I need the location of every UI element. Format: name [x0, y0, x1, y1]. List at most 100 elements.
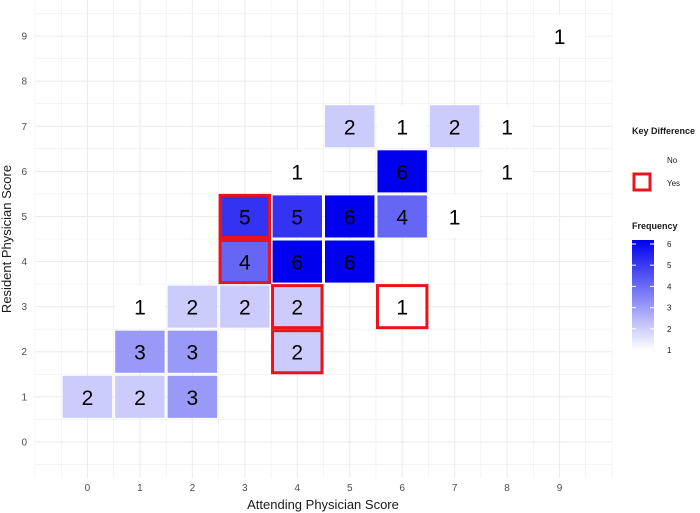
- heatmap-cell: [220, 240, 270, 283]
- cell-value-label: 1: [501, 161, 513, 184]
- x-tick-label: 2: [190, 483, 196, 494]
- legend-key-difference-title: Key Difference: [632, 126, 695, 136]
- x-tick-label: 4: [294, 483, 300, 494]
- key-difference-outline: [218, 239, 272, 285]
- heatmap-cell: [272, 330, 322, 373]
- legend-frequency-tick-label: 1: [667, 346, 672, 355]
- legend-frequency-tick-label: 3: [667, 304, 672, 313]
- heatmap-cell: [377, 150, 427, 193]
- cell-value-label: 2: [134, 387, 146, 410]
- key-difference-outline: [271, 329, 324, 375]
- legend-frequency-ticks: 1 2 3 4 5 6: [632, 240, 672, 355]
- heatmap-cell: [325, 195, 375, 238]
- heatmap-cell: [325, 105, 375, 148]
- cell-value-label: 2: [291, 342, 303, 365]
- y-tick-label: 1: [21, 392, 27, 403]
- heatmap-cell: [325, 240, 375, 283]
- heatmap-cell: [377, 105, 427, 148]
- legend-key-yes-label: Yes: [667, 179, 680, 188]
- cell-value-label: 2: [187, 297, 199, 320]
- y-tick-label: 2: [21, 347, 27, 358]
- cell-value-label: 3: [187, 387, 199, 410]
- x-tick-label: 6: [399, 483, 405, 494]
- cell-value-label: 1: [501, 116, 513, 139]
- heatmap-cell: [167, 285, 218, 328]
- x-tick-label: 8: [504, 483, 510, 494]
- y-tick-label: 3: [21, 302, 27, 313]
- heatmap-cell: [220, 285, 270, 328]
- x-tick-label: 7: [452, 483, 458, 494]
- y-axis-ticks: 0 1 2 3 4 5 6 7 8 9: [21, 32, 27, 449]
- heatmap-cell: [429, 195, 480, 238]
- cell-value-label: 1: [396, 116, 408, 139]
- heatmap-cell: [115, 330, 165, 373]
- cell-value-label: 4: [396, 206, 408, 229]
- heatmap-cell: [167, 330, 218, 373]
- key-difference-outlines: [218, 193, 429, 375]
- cell-value-label: 2: [291, 297, 303, 320]
- heatmap-cell: [377, 195, 427, 238]
- cell-value-label: 2: [449, 116, 461, 139]
- y-tick-label: 5: [21, 212, 27, 223]
- legend-frequency-colorbar: [632, 240, 654, 350]
- cell-value-label: 3: [134, 342, 146, 365]
- heatmap-cell: [167, 375, 218, 418]
- heatmap-cell: [272, 240, 322, 283]
- heatmap-cells: [62, 15, 585, 418]
- key-difference-outline: [218, 193, 272, 239]
- cell-value-label: 3: [187, 342, 199, 365]
- heatmap-cell: [115, 285, 165, 328]
- legend-key-no-swatch: [634, 152, 650, 168]
- heatmap-cell: [220, 195, 270, 238]
- cell-value-label: 6: [396, 161, 408, 184]
- y-tick-label: 6: [21, 167, 27, 178]
- cell-value-labels: 2 2 33 3 21 2 2 2 14 6 65 5 6 4 11 6 12 1 2 11: [82, 26, 566, 410]
- heatmap-cell: [482, 105, 532, 148]
- cell-value-label: 5: [239, 206, 251, 229]
- cell-value-label: 1: [291, 161, 303, 184]
- heatmap-cell: [534, 15, 585, 58]
- legend-frequency-tick-label: 6: [667, 240, 672, 249]
- legend-key-difference: Key Difference No Yes: [632, 126, 695, 192]
- x-tick-label: 3: [242, 483, 248, 494]
- heatmap-cell: [429, 105, 480, 148]
- heatmap-cell: [272, 150, 322, 193]
- cell-value-label: 1: [554, 26, 566, 49]
- legend-frequency-tick-label: 2: [667, 325, 672, 334]
- x-axis-ticks: 0 1 2 3 4 5 6 7 8 9: [85, 483, 563, 494]
- heatmap-cell: [272, 195, 322, 238]
- cell-value-label: 6: [344, 252, 356, 275]
- heatmap-cell: [62, 375, 113, 418]
- x-axis-title: Attending Physician Score: [247, 497, 399, 512]
- legend-frequency-tick-label: 5: [667, 261, 672, 270]
- cell-value-label: 1: [396, 297, 408, 320]
- legend-key-yes-swatch: [632, 172, 652, 192]
- cell-value-label: 2: [82, 387, 94, 410]
- cell-value-label: 1: [134, 297, 146, 320]
- y-tick-label: 8: [21, 77, 27, 88]
- legend-frequency: Frequency 1 2 3 4 5 6: [632, 221, 678, 355]
- heatmap-cell: [377, 285, 427, 328]
- cell-value-label: 2: [344, 116, 356, 139]
- key-difference-outline: [271, 284, 324, 330]
- y-tick-label: 0: [21, 437, 27, 448]
- heatmap-cell: [272, 285, 322, 328]
- cell-value-label: 4: [239, 252, 251, 275]
- cell-value-label: 6: [291, 252, 303, 275]
- cell-value-label: 2: [239, 297, 251, 320]
- heatmap-cell: [482, 150, 532, 193]
- heatmap-cell: [115, 375, 165, 418]
- x-tick-label: 0: [85, 483, 91, 494]
- x-tick-label: 5: [347, 483, 353, 494]
- cell-value-label: 5: [291, 206, 303, 229]
- cell-value-label: 1: [449, 206, 461, 229]
- x-tick-label: 9: [557, 483, 563, 494]
- key-difference-outline: [375, 284, 429, 330]
- legend-key-no-label: No: [667, 156, 678, 165]
- y-axis-title: Resident Physician Score: [0, 165, 14, 313]
- cell-value-label: 6: [344, 206, 356, 229]
- x-tick-label: 1: [137, 483, 143, 494]
- legend-frequency-tick-label: 4: [667, 282, 672, 291]
- legend-frequency-title: Frequency: [632, 221, 678, 231]
